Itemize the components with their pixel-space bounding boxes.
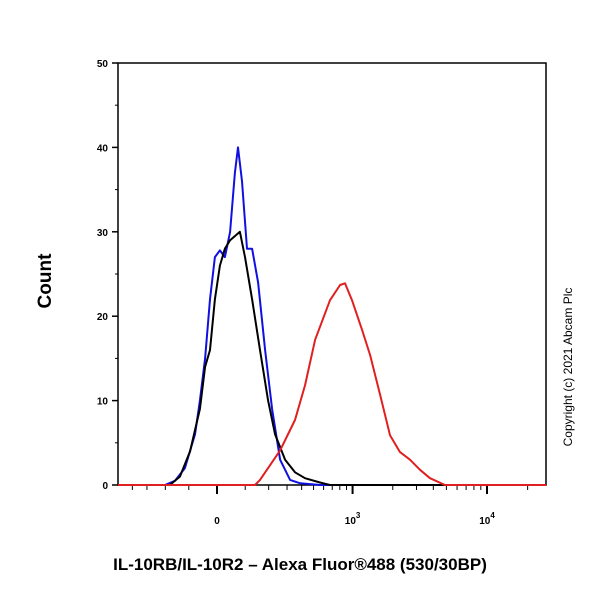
- x-tick-label: 104: [479, 511, 495, 527]
- x-tick-label: 0: [214, 516, 220, 527]
- x-axis-label: IL-10RB/IL-10R2 – Alexa Fluor®488 (530/3…: [113, 555, 487, 574]
- y-tick-label: 40: [97, 143, 109, 154]
- y-tick-label: 10: [97, 397, 109, 408]
- series-line-2: [118, 282, 546, 486]
- copyright-text: Copyright (c) 2021 Abcam Plc: [561, 287, 575, 447]
- y-axis-label: Count: [35, 253, 56, 309]
- x-tick-label: 103: [345, 511, 361, 527]
- plot-frame: [117, 62, 547, 486]
- y-tick-label: 50: [97, 59, 109, 70]
- y-tick-label: 30: [97, 228, 109, 239]
- y-tick-label: 20: [97, 312, 109, 323]
- y-tick-label: 0: [102, 481, 108, 492]
- series-line-0: [118, 146, 546, 486]
- series-line-1: [118, 230, 546, 486]
